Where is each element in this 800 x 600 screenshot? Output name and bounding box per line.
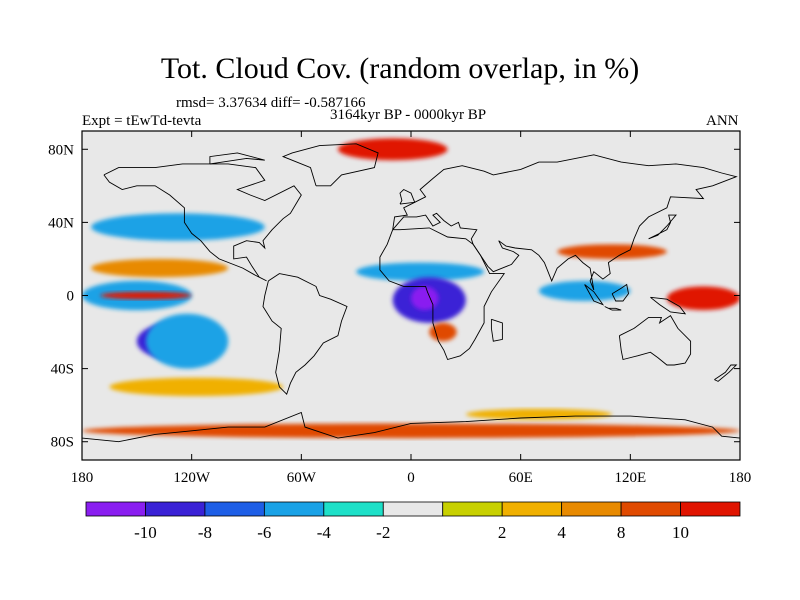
y-tick-label-2: 0 [67,289,75,305]
x-tick-label-4: 60E [509,470,533,486]
x-tick-label-2: 60W [287,470,317,486]
season-label: ANN [706,113,739,129]
y-tick-label-1: 40N [48,215,74,231]
colorbar-swatch-6 [442,501,503,517]
anomaly-region-5 [91,213,265,241]
anomaly-region-1 [145,313,229,369]
experiment-label: Expt = tEwTd-tevta [82,113,202,129]
anomaly-region-7 [356,262,485,281]
axis-ticks: 180 120W 60W 0 60E 120E 180 80N 40N 0 40S 80S [48,131,751,486]
anomaly-region-16 [465,408,613,420]
coastline-3 [392,154,738,291]
colorbar-swatch-5 [382,501,444,517]
coastline-1 [262,273,348,396]
coastline-15 [209,152,265,165]
anomaly-region-12 [666,286,740,311]
colorbar-label-1: -8 [198,523,212,542]
coastline-12 [490,318,503,342]
coastline-7 [648,214,677,240]
colorbar-swatch-3 [263,501,325,517]
coastline-6 [399,188,416,205]
coastline-14 [714,364,738,382]
colorbar-swatch-2 [204,501,265,517]
coastline-11 [650,296,687,315]
colorbar-label-5: 2 [498,523,507,542]
colorbar-swatch-0 [85,501,146,517]
x-tick-label-1: 120W [173,470,211,486]
coastline-5 [281,143,379,187]
colorbar: -10 -8 -6 -4 -2 2 4 8 10 [85,501,741,542]
y-tick-label-0: 80N [48,142,74,158]
colorbar-swatch-4 [323,501,384,517]
colorbar-swatch-8 [561,501,622,517]
x-tick-label-3: 0 [407,470,415,486]
anomaly-region-6 [109,377,284,397]
colorbar-label-4: -2 [376,523,390,542]
colorbar-label-7: 8 [617,523,626,542]
period-label: 3164kyr BP - 0000kyr BP [330,107,487,123]
anomaly-region-10 [429,322,457,342]
colorbar-label-2: -6 [257,523,271,542]
coastline-10 [611,283,629,302]
chart-title: Tot. Cloud Cov. (random overlap, in %) [160,52,640,85]
coastline-2 [379,227,506,361]
anomaly-region-4 [91,258,229,278]
colorbar-swatch-1 [145,501,206,517]
coastline-8 [584,284,605,306]
coastline-13 [82,411,740,443]
y-tick-label-3: 40S [51,362,74,378]
coastline-0 [103,163,302,282]
x-tick-label-6: 180 [729,470,752,486]
colorbar-swatch-10 [680,501,741,517]
coastlines [82,143,740,443]
anomaly-region-11 [538,280,631,301]
stats-label: rmsd= 3.37634 diff= -0.587166 [176,95,366,111]
cloud-anomaly-field [82,138,740,439]
x-tick-label-5: 120E [614,470,646,486]
anomaly-region-14 [337,138,448,161]
anomaly-region-13 [557,244,667,259]
colorbar-label-0: -10 [134,523,157,542]
anomaly-region-9 [411,286,439,311]
anomaly-region-15 [82,423,740,439]
anomaly-region-3 [100,291,192,300]
colorbar-label-6: 4 [557,523,566,542]
colorbar-label-8: 10 [672,523,689,542]
colorbar-label-3: -4 [317,523,332,542]
colorbar-swatch-7 [501,501,563,517]
coastline-9 [604,306,622,311]
y-tick-label-4: 80S [51,435,74,451]
x-tick-label-0: 180 [71,470,94,486]
colorbar-swatch-9 [620,501,681,517]
coastline-4 [618,314,692,366]
